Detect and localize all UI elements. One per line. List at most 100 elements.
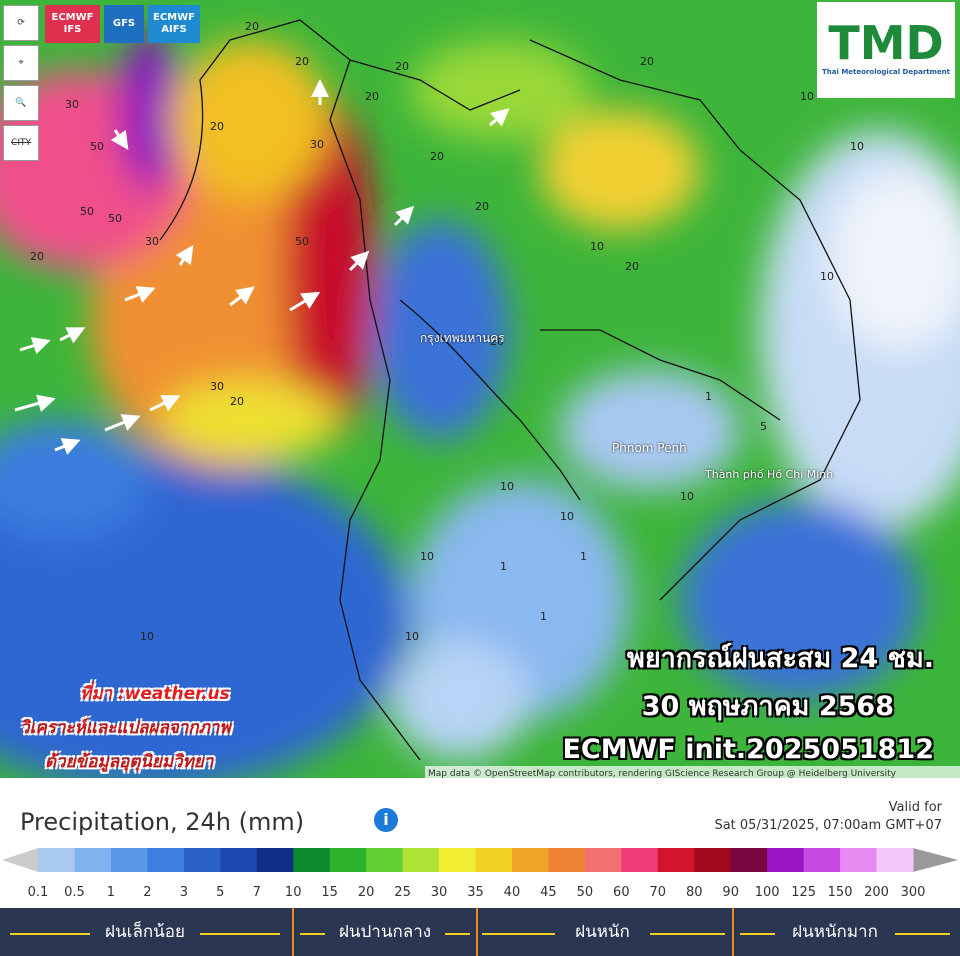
contour-label: 10 — [820, 270, 834, 283]
contour-label: 50 — [295, 235, 309, 248]
contour-label: 20 — [430, 150, 444, 163]
scale-label: 10 — [285, 885, 302, 900]
scale-label: 150 — [828, 885, 853, 900]
scale-label: 35 — [467, 885, 484, 900]
scale-swatch — [256, 848, 294, 872]
scale-label: 125 — [791, 885, 816, 900]
logo-subtitle: Thai Meteorological Department — [822, 68, 950, 76]
city-button[interactable]: CITY — [3, 125, 39, 161]
source: วิเคราะห์และแปลผลจากภาพ — [20, 718, 231, 738]
contour-label: 1 — [540, 610, 547, 623]
scale-swatch — [657, 848, 695, 872]
contour-label: 1 — [500, 560, 507, 573]
contour-label: 30 — [310, 138, 324, 151]
category-label: ฝนปานกลาง — [338, 922, 432, 942]
contour-label: 20 — [625, 260, 639, 273]
contour-label: 20 — [365, 90, 379, 103]
contour-label: 20 — [295, 55, 309, 68]
scale-swatch — [74, 848, 112, 872]
scale-label: 200 — [864, 885, 889, 900]
scale-label: 15 — [321, 885, 338, 900]
contour-label: 1 — [580, 550, 587, 563]
contour-label: 10 — [500, 480, 514, 493]
scale-swatch — [840, 848, 878, 872]
scale-swatch — [38, 848, 75, 872]
scale-swatch — [548, 848, 586, 872]
contour-label: 5 — [760, 420, 767, 433]
scale-swatch — [730, 848, 768, 872]
contour-label: 20 — [30, 250, 44, 263]
scale-swatch — [366, 848, 404, 872]
model-button[interactable]: ECMWF AIFS — [148, 5, 200, 43]
scale-swatch — [147, 848, 185, 872]
contour-label: 10 — [590, 240, 604, 253]
contour-label: 50 — [80, 205, 94, 218]
scale-swatch — [220, 848, 258, 872]
wind-arrows — [14, 79, 510, 455]
scale-swatch — [439, 848, 476, 872]
contour-label: 20 — [245, 20, 259, 33]
scale-label: 1 — [107, 885, 115, 900]
info-icon[interactable]: i — [374, 808, 398, 832]
model-button[interactable]: GFS — [104, 5, 144, 43]
logo: TMD Thai Meteorological Department — [817, 2, 955, 98]
scale-swatch — [402, 848, 440, 872]
model-button[interactable]: ECMWF IFS — [45, 5, 100, 43]
scale-label: 0.1 — [28, 885, 49, 900]
scale-label: 100 — [755, 885, 780, 900]
scale-swatch — [511, 848, 549, 872]
scale-swatch — [767, 848, 805, 872]
scale-label: 50 — [577, 885, 594, 900]
contour-label: 1 — [705, 390, 712, 403]
scale-label: 2 — [143, 885, 151, 900]
contour-label: 20 — [395, 60, 409, 73]
contour-label: 30 — [210, 380, 224, 393]
category-label: ฝนเล็กน้อย — [105, 922, 185, 942]
scale-label: 40 — [504, 885, 521, 900]
zoom-button[interactable]: 🔍 — [3, 85, 39, 121]
valid-label: Valid for — [888, 800, 942, 815]
attribution: Map data © OpenStreetMap contributors, r… — [428, 769, 897, 778]
color-scale: 0.1 0.5 1 2 3 5 7 10 15 20 25 30 35 40 45 50 60 70 80 90 100… — [2, 848, 958, 900]
contour-label: 10 — [560, 510, 574, 523]
scale-swatch — [584, 848, 622, 872]
contour-label: 20 — [210, 120, 224, 133]
scale-swatch — [803, 848, 841, 872]
contour-label: 10 — [420, 550, 434, 563]
contour-label: 10 — [680, 490, 694, 503]
contour-label: 20 — [640, 55, 654, 68]
scale-swatch — [293, 848, 331, 872]
borders — [159, 19, 861, 761]
contour-label: 10 — [850, 140, 864, 153]
category-label: ฝนหนัก — [575, 922, 630, 942]
category-bar — [0, 908, 960, 956]
place-label: กรุงเทพมหานคร — [420, 331, 505, 346]
scale-label: 7 — [253, 885, 261, 900]
place-label: Thành phố Hồ Chí Minh — [704, 468, 833, 481]
contour-label: 10 — [140, 630, 154, 643]
scale-swatch — [694, 848, 732, 872]
contour-label: 20 — [490, 335, 504, 348]
scale-label: 300 — [901, 885, 926, 900]
scale-label: 3 — [180, 885, 188, 900]
logo-title: TMD — [828, 16, 944, 70]
refresh-button[interactable]: ⟳ — [3, 5, 39, 41]
valid-time: Sat 05/31/2025, 07:00am GMT+07 — [714, 818, 942, 833]
headline: พยากรณ์ฝนสะสม 24 ชม. — [627, 643, 934, 674]
location-button[interactable]: ⌖ — [3, 45, 39, 81]
map[interactable]: 30 50 50 50 30 20 20 20 20 50 30 20 20 20 20 20 30 20 10 10… — [0, 0, 960, 778]
scale-label: 70 — [650, 885, 667, 900]
contour-label: 20 — [475, 200, 489, 213]
contour-label: 30 — [145, 235, 159, 248]
scale-label: 25 — [394, 885, 411, 900]
scale-swatch — [110, 848, 148, 872]
contour-label: 10 — [405, 630, 419, 643]
source: ที่มา :weather.us — [80, 684, 230, 704]
scale-swatch — [475, 848, 513, 872]
category-label: ฝนหนักมาก — [792, 922, 878, 942]
contour-label: 50 — [90, 140, 104, 153]
place-label: Phnom Penh — [612, 441, 687, 455]
legend-title: Precipitation, 24h (mm) — [20, 808, 305, 836]
category-arrows — [10, 908, 950, 956]
